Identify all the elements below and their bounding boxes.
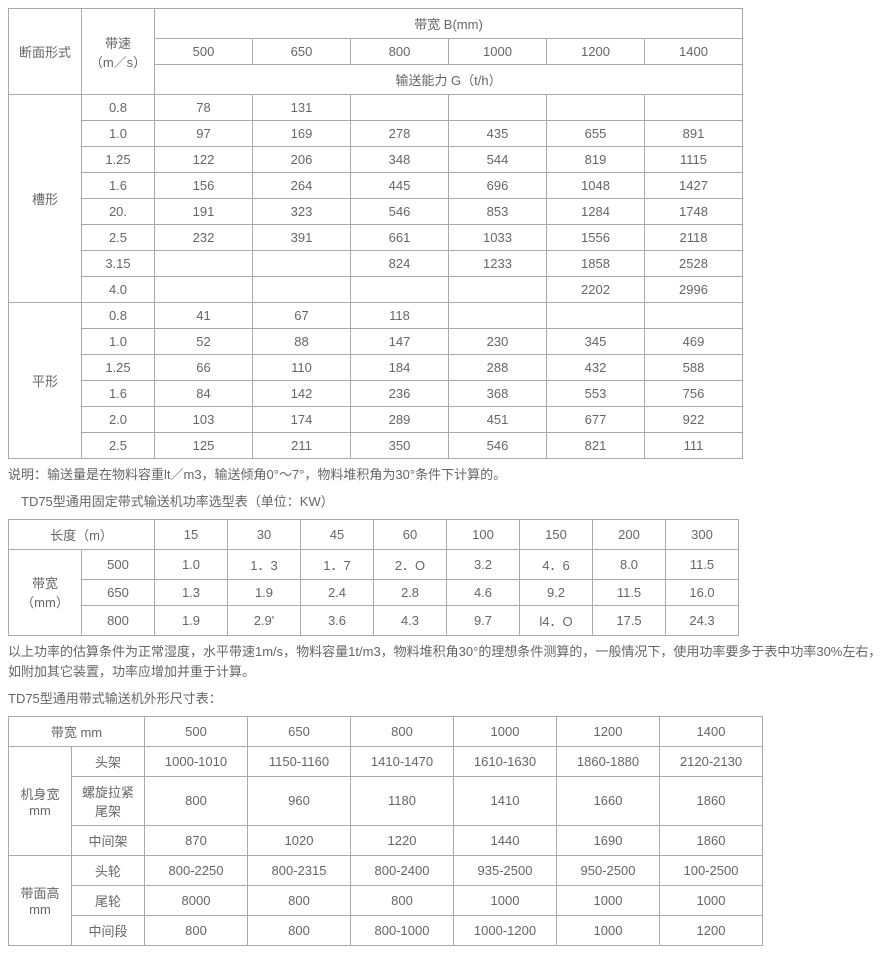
table-row: 螺旋拉紧尾架8009601180141016601860 [9,776,763,825]
t1-group-label: 槽形 [9,95,82,303]
table-row: 带面高mm头轮800-2250800-2315800-2400935-25009… [9,855,763,885]
table-row: 带宽（mm）5001.01．31．72．O3.24．68.011.5 [9,549,739,579]
table-row: 尾轮8000800800100010001000 [9,885,763,915]
note-2b: TD75型通用带式输送机外形尺寸表： [8,689,887,710]
table-row: 中间架87010201220144016901860 [9,825,763,855]
note-1a: 说明：输送量是在物料容重lt／m3，输送倾角0°～7°，物料堆积角为30°条件下… [8,465,887,486]
table-row: 6501.31.92.42.84.69.211.516.0 [9,579,739,605]
t1-belt-width-header: 带宽 B(mm) [155,9,743,39]
t3-group-label: 机身宽mm [9,746,72,855]
table-row: 20.19132354685312841748 [9,199,743,225]
t3-group-label: 带面高mm [9,855,72,945]
t1-section-type: 断面形式 [9,9,82,95]
table-row: 平形0.84167118 [9,303,743,329]
table-row: 机身宽mm头架1000-10101150-11601410-14701610-1… [9,746,763,776]
table-row: 1.05288147230345469 [9,329,743,355]
t2-length-label: 长度（m） [9,519,155,549]
table-row: 3.15824123318582528 [9,251,743,277]
table-row: 2.5232391661103315562118 [9,225,743,251]
table-row: 槽形0.878131 [9,95,743,121]
t1-belt-speed: 带速（m／s） [82,9,155,95]
table-row: 8001.92.9'3.64.39.7l4．O17.524.3 [9,605,739,635]
t2-width-label: 带宽（mm） [9,549,82,635]
t1-capacity-header: 输送能力 G（t/h） [155,65,743,95]
table-row: 1.684142236368553756 [9,381,743,407]
table-row: 1.097169278435655891 [9,121,743,147]
table-row: 4.022022996 [9,277,743,303]
capacity-table: 断面形式 带速（m／s） 带宽 B(mm) 500 650 800 1000 1… [8,8,743,459]
note-2a: 以上功率的估算条件为正常湿度，水平带速1m/s，物料容量1t/m3，物料堆积角3… [8,642,887,684]
power-table: 长度（m） 15 30 45 60 100 150 200 300 带宽（mm）… [8,519,739,636]
table-row: 中间段800800800-10001000-120010001200 [9,915,763,945]
table-row: 1.251222063485448191115 [9,147,743,173]
table-row: 2.5125211350546821111 [9,433,743,459]
t3-width-header: 带宽 mm [9,716,145,746]
t1-group-label: 平形 [9,303,82,459]
table-row: 1.2566110184288432588 [9,355,743,381]
note-1b: TD75型通用固定带式输送机功率选型表（单位：KW） [8,492,887,513]
dimension-table: 带宽 mm 500 650 800 1000 1200 1400 机身宽mm头架… [8,716,763,946]
table-row: 1.615626444569610481427 [9,173,743,199]
table-row: 2.0103174289451677922 [9,407,743,433]
